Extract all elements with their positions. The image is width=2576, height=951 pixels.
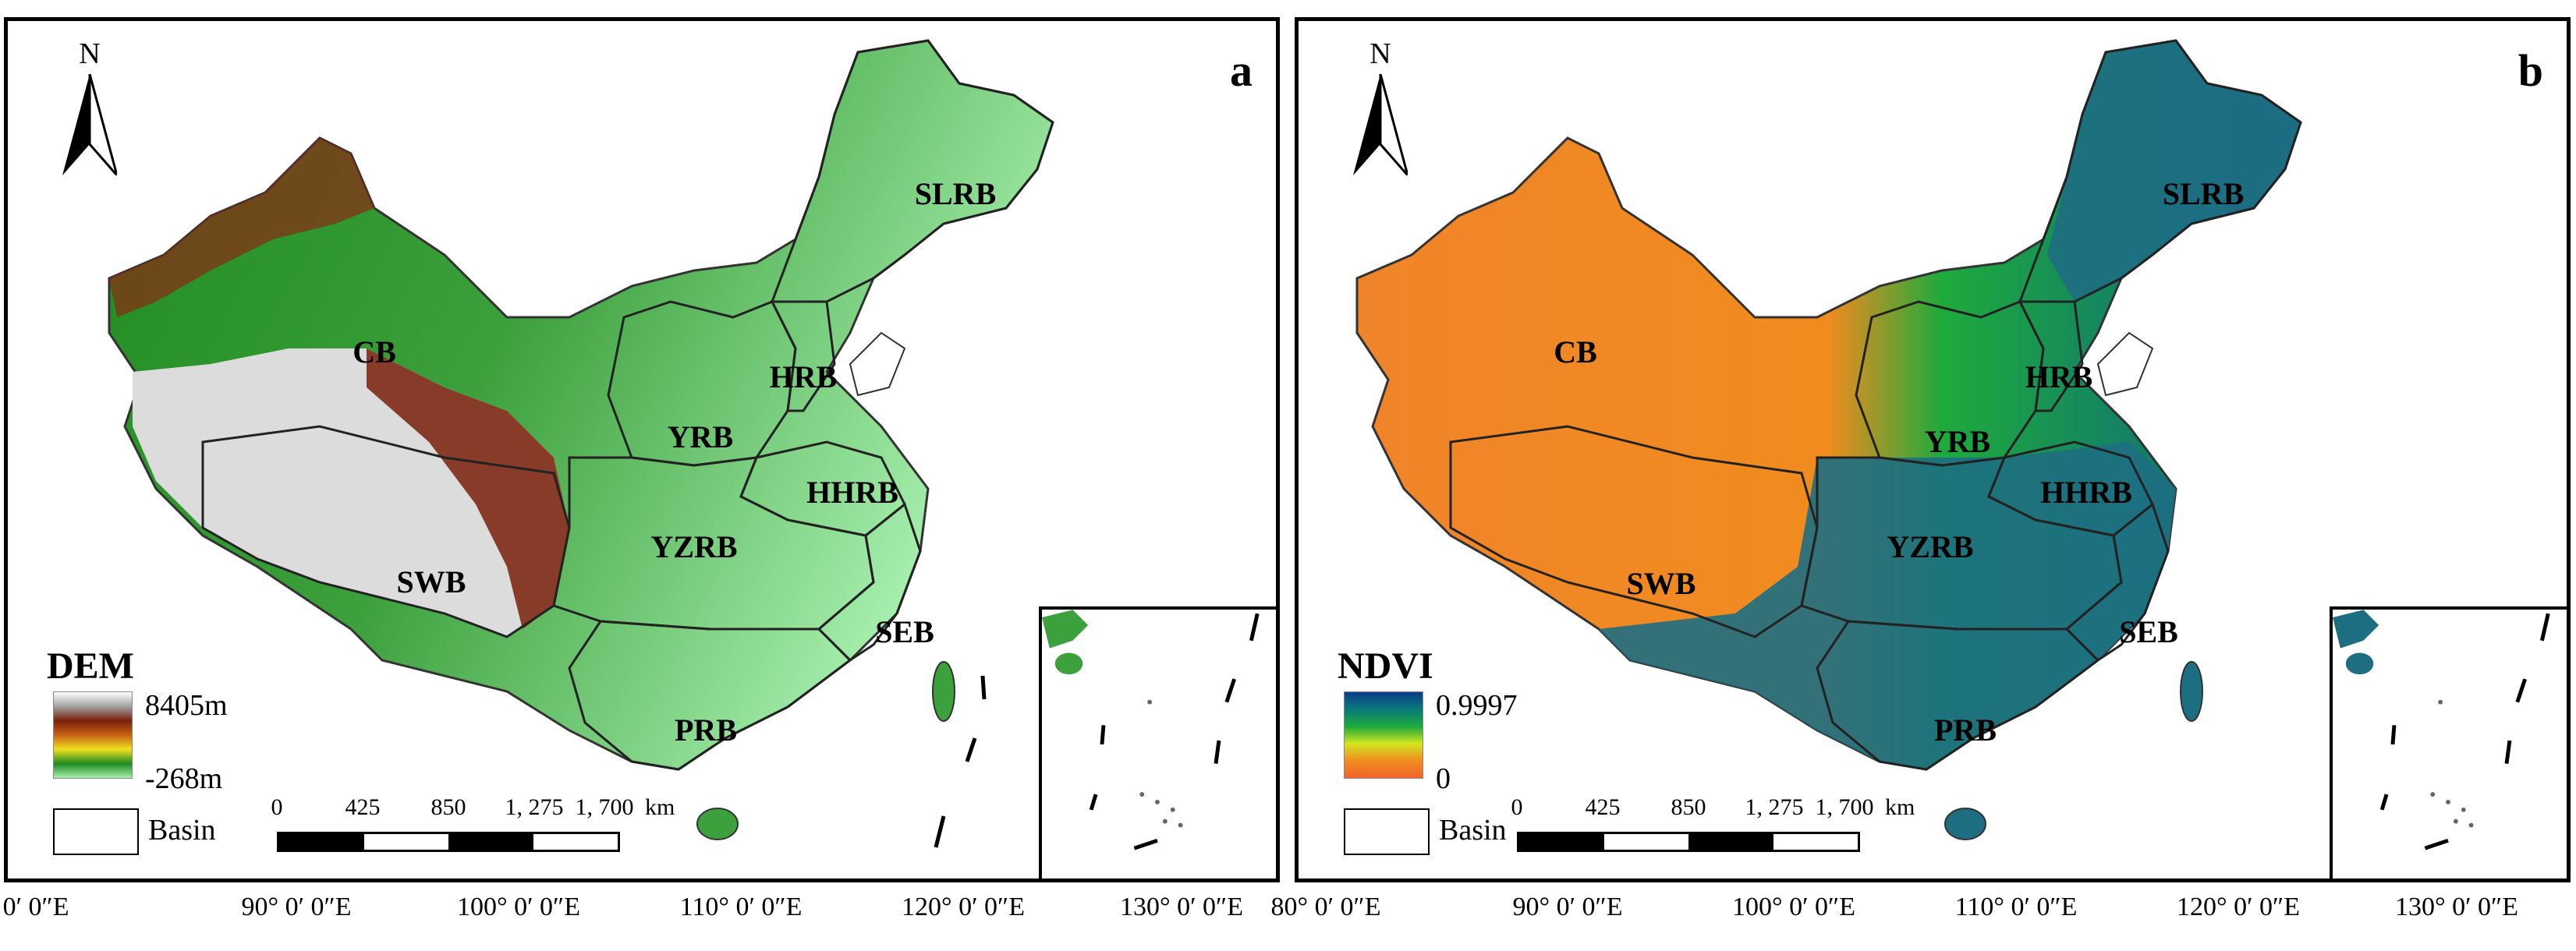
north-arrow: N (1345, 37, 1416, 177)
legend-color-ramp (53, 691, 133, 779)
basin-boundaries (201, 39, 1054, 771)
legend-basin-swatch (1344, 808, 1430, 855)
legend-max-value: 8405m (145, 689, 228, 722)
longitude-tick: 120° 0′ 0″E (902, 893, 1025, 921)
inset-map (2333, 610, 2550, 850)
longitude-tick: 80° 0′ 0″E (1270, 893, 1381, 921)
dem-map: CB SLRB HRB YRB HHRB YZRB SWB SEB PRB (108, 39, 1054, 848)
region-label-yzrb: YZRB (1887, 529, 1973, 564)
region-label-swb: SWB (397, 564, 466, 599)
region-label-seb: SEB (875, 614, 934, 649)
north-label: N (1369, 37, 1391, 70)
legend-min-value: -268m (145, 762, 223, 795)
scale-unit: km (645, 794, 675, 820)
region-label-yzrb: YZRB (650, 529, 737, 564)
scale-unit: km (1885, 794, 1915, 820)
scale-tick: 1, 700 (575, 794, 634, 820)
north-arrow-icon (62, 74, 117, 175)
south-china-sea-inset (2330, 606, 2567, 879)
scale-tick: 1, 700 (1815, 794, 1874, 820)
hainan (1944, 808, 1986, 840)
hainan (696, 808, 739, 840)
legend-min-value: 0 (1436, 762, 1451, 795)
longitude-tick: 90° 0′ 0″E (1512, 893, 1623, 921)
legend-basin-label: Basin (148, 814, 216, 847)
longitude-tick: 130° 0′ 0″E (1120, 893, 1243, 921)
legend-color-ramp (1344, 691, 1423, 779)
panel-letter: b (2518, 45, 2543, 96)
map-panel-ndvi: CB SLRB HRB YRB HHRB YZRB SWB SEB PRB b … (1295, 17, 2571, 882)
inset-map (1042, 610, 1260, 850)
northeast-vegetation (2047, 41, 2301, 302)
longitude-tick: 130° 0′ 0″E (2395, 893, 2518, 921)
scale-tick: 1, 275 (1745, 794, 1804, 820)
region-label-hrb: HRB (770, 359, 838, 394)
north-arrow: N (55, 37, 125, 177)
region-label-yrb: YRB (668, 419, 733, 454)
longitude-tick: 110° 0′ 0″E (1954, 893, 2078, 921)
map-panel-dem: CB SLRB HRB YRB HHRB YZRB SWB SEB PRB a … (4, 17, 1280, 882)
longitude-tick: 120° 0′ 0″E (2177, 893, 2300, 921)
legend-title: NDVI (1338, 645, 1433, 687)
region-label-swb: SWB (1627, 566, 1696, 601)
scale-bar: 0 425 850 1, 275 1, 700 km (271, 794, 698, 864)
longitude-tick: 100° 0′ 0″E (457, 893, 580, 921)
legend-basin-label: Basin (1439, 814, 1507, 847)
longitude-axis: 80° 0′ 0″E 90° 0′ 0″E 100° 0′ 0″E 110° 0… (0, 893, 2576, 939)
panel-letter: a (1230, 45, 1253, 96)
scale-tick: 0 (1511, 794, 1523, 820)
ndvi-map: CB SLRB HRB YRB HHRB YZRB SWB SEB PRB (1355, 39, 2302, 840)
ndvi-legend: NDVI 0.9997 0 Basin (1338, 645, 1634, 863)
longitude-tick: 110° 0′ 0″E (679, 893, 803, 921)
taiwan (2180, 661, 2203, 722)
north-label: N (79, 37, 101, 70)
region-label-yrb: YRB (1925, 424, 1990, 459)
southeast-vegetation (1599, 442, 2176, 769)
legend-max-value: 0.9997 (1436, 689, 1518, 722)
taiwan (932, 661, 955, 722)
region-label-hrb: HRB (2025, 359, 2093, 394)
plateau-rim (367, 348, 569, 629)
legend-basin-swatch (53, 808, 139, 855)
region-label-prb: PRB (1934, 712, 1997, 748)
region-label-cb: CB (1554, 334, 1597, 369)
region-label-cb: CB (353, 334, 396, 369)
sea-boundary-dashes (934, 675, 987, 848)
region-label-seb: SEB (2119, 614, 2178, 649)
scale-tick: 850 (431, 794, 466, 820)
basin-boundaries (1449, 39, 2302, 771)
scale-tick: 0 (271, 794, 283, 820)
scale-bar: 0 425 850 1, 275 1, 700 km (1511, 794, 1938, 864)
longitude-tick: 100° 0′ 0″E (1732, 893, 1855, 921)
region-label-hhrb: HHRB (806, 475, 898, 510)
scale-tick: 425 (1585, 794, 1621, 820)
south-china-sea-inset (1039, 606, 1276, 879)
scale-tick: 425 (345, 794, 381, 820)
region-label-prb: PRB (675, 712, 737, 748)
dem-legend: DEM 8405m -268m Basin (47, 645, 343, 863)
longitude-tick: 80° 0′ 0″E (0, 893, 69, 921)
region-label-slrb: SLRB (915, 176, 997, 211)
longitude-tick: 90° 0′ 0″E (241, 893, 352, 921)
region-label-slrb: SLRB (2163, 176, 2245, 211)
region-label-hhrb: HHRB (2040, 475, 2132, 510)
scale-tick: 850 (1671, 794, 1706, 820)
scale-tick: 1, 275 (505, 794, 564, 820)
north-arrow-icon (1353, 74, 1408, 175)
northwest-rim (109, 138, 374, 317)
legend-title: DEM (47, 645, 134, 687)
